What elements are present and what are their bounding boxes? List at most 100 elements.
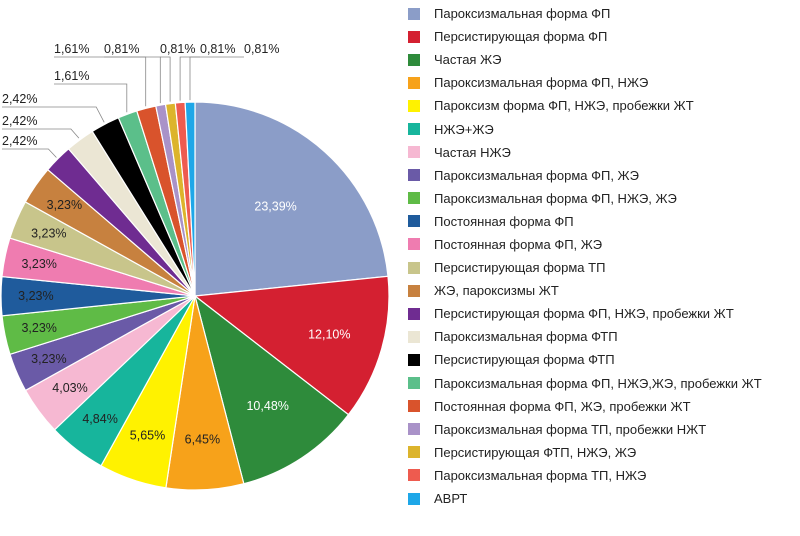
legend-label: АВРТ — [434, 491, 468, 507]
slice-label: 1,61% — [54, 69, 89, 83]
legend-label: Пароксизмальная форма ТП, НЖЭ — [434, 467, 647, 483]
leader-line — [2, 128, 80, 139]
legend-swatch — [408, 7, 420, 20]
leader-line — [189, 56, 244, 101]
slice-label: 3,23% — [21, 321, 56, 335]
pie-chart: 23,39% 12,10% 10,48% 6,45% 5,65% 4,84% 4,03% 3,… — [0, 42, 390, 491]
legend-item: АВРТ — [408, 487, 798, 510]
legend-swatch — [408, 146, 420, 159]
legend-item: Пароксизмальная форма ФТП — [408, 325, 798, 348]
legend-label: Пароксизмальная форма ФП, НЖЭ — [434, 75, 649, 91]
legend-swatch — [408, 215, 420, 228]
pie-slice — [184, 101, 196, 297]
slice-label: 2,42% — [2, 92, 37, 106]
slice-label: 3,23% — [31, 226, 66, 240]
legend-label: Пароксизмальная форма ФП, НЖЭ,ЖЭ, пробеж… — [434, 375, 762, 391]
slice-label: 12,10% — [308, 327, 350, 341]
slice-label: 3,23% — [47, 198, 82, 212]
slice-label: 0,81% — [104, 42, 139, 56]
legend-item: Частая НЖЭ — [408, 141, 798, 164]
legend-label: Пароксизмальная форма ФТП — [434, 329, 618, 345]
pie-slice — [194, 101, 389, 297]
legend-swatch — [408, 423, 420, 436]
legend-item: Персистирующая форма ТП — [408, 256, 798, 279]
leader-line — [104, 56, 161, 104]
legend-swatch — [408, 123, 420, 136]
leader-line — [54, 83, 128, 113]
slice-label: 4,03% — [52, 381, 87, 395]
legend-item: Пароксизмальная форма ФП — [408, 2, 798, 25]
slice-label: 10,48% — [246, 399, 288, 413]
legend-label: Постоянная форма ФП, ЖЭ — [434, 236, 603, 252]
legend-swatch — [408, 492, 420, 505]
legend-label: Персистирующая форма ФП — [434, 29, 608, 45]
legend-item: Постоянная форма ФП, ЖЭ — [408, 233, 798, 256]
slice-label: 0,81% — [160, 42, 195, 56]
slice-label: 2,42% — [2, 134, 37, 148]
leader-line — [2, 106, 105, 123]
legend-swatch — [408, 238, 420, 251]
legend-label: Персистирующая форма ТП — [434, 260, 606, 276]
legend-swatch — [408, 76, 420, 89]
slice-label: 3,23% — [18, 289, 53, 303]
legend-swatch — [408, 307, 420, 320]
legend-swatch — [408, 192, 420, 205]
legend-swatch — [408, 30, 420, 43]
pie-slice — [193, 275, 390, 416]
legend-item: Постоянная форма ФП — [408, 210, 798, 233]
slice-label: 0,81% — [244, 42, 279, 56]
legend-swatch — [408, 169, 420, 182]
legend-item: Персистирующая форма ФП, НЖЭ, пробежки Ж… — [408, 302, 798, 325]
legend-label: Постоянная форма ФП, ЖЭ, пробежки ЖТ — [434, 398, 691, 414]
leader-line — [2, 148, 57, 158]
legend-swatch — [408, 400, 420, 413]
chart-legend: Пароксизмальная форма ФП Персистирующая ф… — [408, 2, 798, 510]
legend-item: Пароксизмальная форма ФП, НЖЭ,ЖЭ, пробеж… — [408, 372, 798, 395]
legend-swatch — [408, 99, 420, 112]
legend-label: Частая НЖЭ — [434, 144, 511, 160]
slice-label: 4,84% — [82, 412, 117, 426]
legend-label: НЖЭ+ЖЭ — [434, 121, 494, 137]
pie-slice — [193, 294, 350, 485]
legend-swatch — [408, 330, 420, 343]
legend-item: Персистирующая форма ФП — [408, 25, 798, 48]
legend-swatch — [408, 53, 420, 66]
legend-label: Пароксизмальная форма ФП, НЖЭ, ЖЭ — [434, 190, 677, 206]
legend-label: Персистирующая форма ФТП — [434, 352, 615, 368]
slice-label: 3,23% — [31, 352, 66, 366]
legend-label: Персистирующая ФТП, НЖЭ, ЖЭ — [434, 444, 637, 460]
slice-label: 1,61% — [54, 42, 89, 56]
legend-label: Постоянная форма ФП — [434, 213, 574, 229]
slice-label: 0,81% — [200, 42, 235, 56]
legend-label: Частая ЖЭ — [434, 52, 502, 68]
legend-item: Пароксизмальная форма ФП, ЖЭ — [408, 164, 798, 187]
legend-label: Пароксизмальная форма ФП — [434, 6, 611, 22]
legend-item: Пароксизмальная форма ФП, НЖЭ, ЖЭ — [408, 187, 798, 210]
legend-item: ЖЭ, пароксизмы ЖТ — [408, 279, 798, 302]
legend-item: НЖЭ+ЖЭ — [408, 117, 798, 140]
legend-item: Пароксизмальная форма ФП, НЖЭ — [408, 71, 798, 94]
legend-item: Персистирующая форма ФТП — [408, 348, 798, 371]
slice-label: 6,45% — [185, 432, 220, 446]
legend-swatch — [408, 353, 420, 366]
slice-label: 2,42% — [2, 114, 37, 128]
legend-label: Пароксизм форма ФП, НЖЭ, пробежки ЖТ — [434, 98, 694, 114]
slice-label: 5,65% — [130, 429, 165, 443]
legend-swatch — [408, 446, 420, 459]
legend-swatch — [408, 469, 420, 482]
legend-item: Пароксизм форма ФП, НЖЭ, пробежки ЖТ — [408, 94, 798, 117]
legend-item: Пароксизмальная форма ТП, НЖЭ — [408, 464, 798, 487]
legend-label: Пароксизмальная форма ТП, пробежки НЖТ — [434, 421, 707, 437]
legend-item: Частая ЖЭ — [408, 48, 798, 71]
leader-line — [160, 56, 171, 102]
legend-item: Пароксизмальная форма ТП, пробежки НЖТ — [408, 418, 798, 441]
legend-swatch — [408, 377, 420, 390]
slice-label: 3,23% — [21, 257, 56, 271]
legend-label: ЖЭ, пароксизмы ЖТ — [434, 283, 559, 299]
legend-item: Постоянная форма ФП, ЖЭ, пробежки ЖТ — [408, 395, 798, 418]
data-labels: 23,39% 12,10% 10,48% 6,45% 5,65% 4,84% 4,03% 3,… — [2, 42, 351, 446]
legend-label: Пароксизмальная форма ФП, ЖЭ — [434, 167, 639, 183]
legend-label: Персистирующая форма ФП, НЖЭ, пробежки Ж… — [434, 306, 734, 322]
legend-item: Персистирующая ФТП, НЖЭ, ЖЭ — [408, 441, 798, 464]
legend-swatch — [408, 284, 420, 297]
